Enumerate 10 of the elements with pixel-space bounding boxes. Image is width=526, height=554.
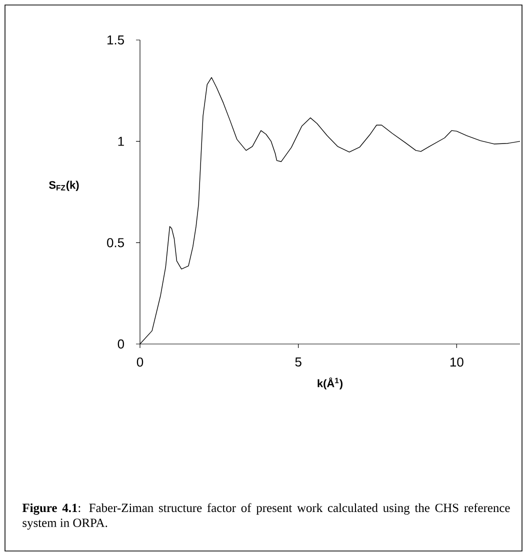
text: Figure 4.1: Faber-Ziman structure factor of present work calculated using the CHS reference system in ORPA.: [22, 503, 510, 530]
x-tick-label: 5: [295, 357, 302, 367]
x-tick-label: 0: [136, 357, 144, 367]
x-axis-title: k(Å$^{1}$): [318, 377, 342, 390]
y-axis-title: S$_{FZ}$(k): [49, 180, 79, 192]
x-tick-label: 10: [450, 357, 464, 367]
y-tick-label: 0.5: [107, 238, 124, 248]
y-tick-label: 1.5: [108, 35, 124, 45]
y-tick-label: 1: [118, 136, 124, 146]
y-tick-label: 0: [118, 339, 124, 349]
